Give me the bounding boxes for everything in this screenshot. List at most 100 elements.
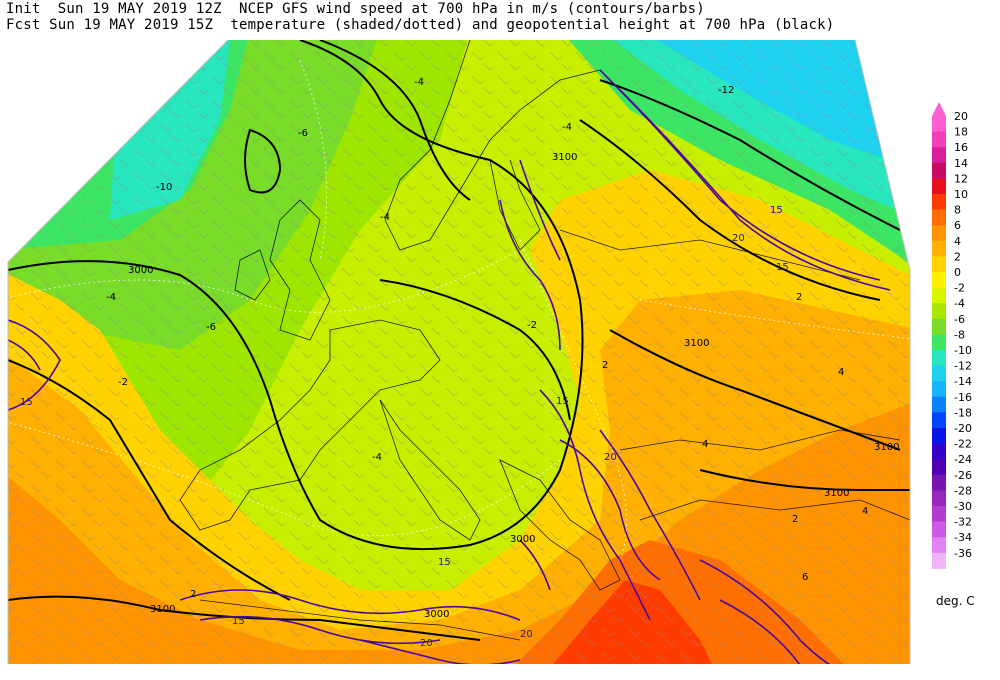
colorbar-swatch [932,412,946,429]
height-label: 3000 [128,265,153,276]
wind-label: 15 [776,262,789,273]
colorbar-tick-label: -36 [954,547,972,560]
colorbar-tick-label: 6 [954,219,961,232]
colorbar-swatch [932,474,946,491]
wind-label: 20 [420,638,433,649]
wind-label: 15 [20,397,33,408]
height-contours [8,40,910,641]
colorbar-tick-label: 0 [954,266,961,279]
colorbar-tick-label: -32 [954,516,972,529]
colorbar-tick-label: 2 [954,250,961,263]
colorbar-swatch [932,350,946,367]
colorbar-tick-label: 10 [954,188,968,201]
temp-label: -6 [206,322,216,333]
colorbar-swatch [932,131,946,148]
colorbar-tick-label: -4 [954,297,965,310]
coastlines [179,40,910,641]
temp-label: -6 [298,128,308,139]
temp-label: 4 [838,367,844,378]
temperature-labels: -4 -6 -10 -4 -6 -4 -2 -4 -4 -2 -12 2 2 4… [106,77,868,600]
colorbar-swatch [932,147,946,164]
colorbar: 20181614121086420-2-4-6-8-10-12-14-16-18… [932,102,972,569]
map-frame [7,39,911,664]
colorbar-tick-label: -30 [954,500,972,513]
isotherms [8,59,910,561]
height-label: 3000 [424,609,449,620]
wind-contour-labels: 15 15 20 15 15 15 20 15 20 20 [20,205,789,649]
colorbar-swatch [932,256,946,273]
temp-label: 6 [802,572,808,583]
colorbar-tick-label: -20 [954,422,972,435]
colorbar-tick-label: -2 [954,282,965,295]
colorbar-swatch [932,459,946,476]
colorbar-swatch [932,428,946,445]
wind-label: 15 [438,557,451,568]
wind-label: 20 [732,233,745,244]
temp-label: -4 [414,77,424,88]
temp-label: 4 [862,506,868,517]
colorbar-tick-label: -6 [954,313,965,326]
wind-contours [8,69,891,664]
height-label: 3000 [510,534,535,545]
colorbar-swatch [932,396,946,413]
colorbar-swatch [932,506,946,523]
wind-label: 20 [520,629,533,640]
temp-label: -10 [156,182,172,193]
temp-label: -4 [380,212,390,223]
colorbar-swatch [932,443,946,460]
colorbar-swatch [932,521,946,538]
map-body: 3000 3100 3100 3100 3100 3000 3000 3100 … [8,40,910,664]
header-forecast-line: Fcst Sun 19 MAY 2019 15Z temperature (sh… [6,17,835,33]
colorbar-swatch [932,490,946,507]
colorbar-swatch [932,381,946,398]
colorbar-swatch [932,318,946,335]
colorbar-swatch [932,303,946,320]
height-label: 3100 [150,604,175,615]
colorbar-tick-label: -12 [954,360,972,373]
temp-label: -4 [372,452,382,463]
height-label: 3100 [684,338,709,349]
temp-label: 2 [190,589,196,600]
colorbar-tick-label: -22 [954,438,972,451]
temp-label: -4 [562,122,572,133]
colorbar-unit-label: deg. C [936,594,975,608]
wind-label: 20 [604,452,617,463]
colorbar-swatch [932,272,946,289]
temp-label: -2 [527,320,537,331]
colorbar-tick-label: -8 [954,328,965,341]
colorbar-tick-label: -28 [954,484,972,497]
colorbar-tick-label: -16 [954,391,972,404]
colorbar-swatch [932,116,946,133]
colorbar-tick-label: 18 [954,126,968,139]
colorbar-tick-label: -24 [954,453,972,466]
colorbar-swatch [932,552,946,569]
temp-label: -2 [118,377,128,388]
temp-label: -12 [718,85,734,96]
colorbar-swatch [932,334,946,351]
colorbar-swatch [932,209,946,226]
colorbar-swatch [932,240,946,257]
colorbar-tick-label: 4 [954,235,961,248]
colorbar-tick-label: -26 [954,469,972,482]
colorbar-swatch [932,365,946,382]
colorbar-tick-label: -14 [954,375,972,388]
colorbar-swatch [932,178,946,195]
height-label: 3100 [824,488,849,499]
colorbar-tick-label: 8 [954,204,961,217]
colorbar-tick-label: -18 [954,406,972,419]
temp-label: 2 [792,514,798,525]
temp-label: -4 [106,292,116,303]
wind-label: 15 [770,205,783,216]
header-init-line: Init Sun 19 MAY 2019 12Z NCEP GFS wind s… [6,1,705,17]
height-label: 3100 [874,442,899,453]
colorbar-tick-label: 16 [954,141,968,154]
wind-barbs [8,40,910,664]
height-contour-labels: 3000 3100 3100 3100 3100 3000 3000 3100 [128,152,899,620]
temp-label: 2 [602,360,608,371]
height-label: 3100 [552,152,577,163]
colorbar-swatch [932,162,946,179]
colorbar-arrow [932,102,946,116]
colorbar-swatch [932,225,946,242]
colorbar-tick-label: -34 [954,531,972,544]
